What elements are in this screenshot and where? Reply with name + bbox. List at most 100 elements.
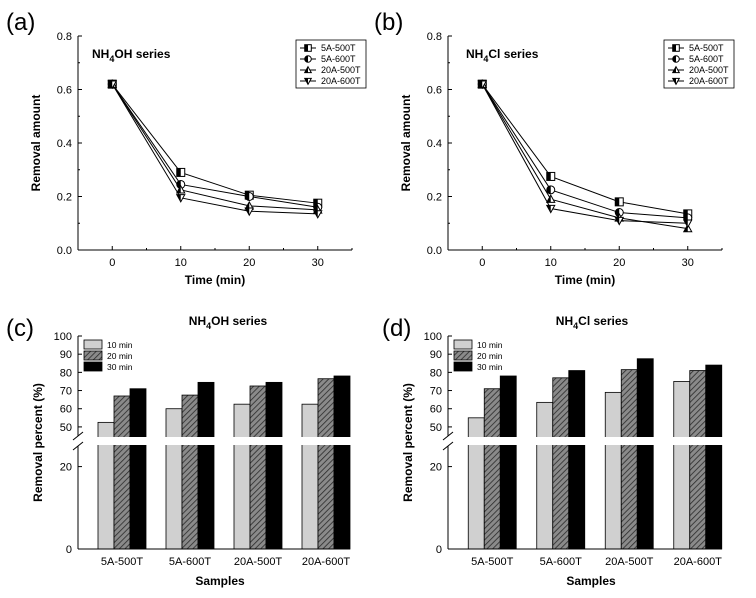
chart-a: (a) 0.0 0.2 0.4 0.6 0.8 0 10 20 30 Time (min) Remov… xyxy=(6,9,367,287)
legend-swatch xyxy=(83,350,103,361)
data-point-20A-500T-fill xyxy=(245,201,250,210)
legend-marker xyxy=(303,65,313,74)
bar-20 min xyxy=(689,370,707,550)
y-tick-label: 0.6 xyxy=(427,85,442,97)
legend-swatch xyxy=(83,361,103,372)
legend-swatch xyxy=(453,361,473,372)
x-tick-label: 5A-500T xyxy=(101,556,143,568)
bar-10 min xyxy=(673,381,691,550)
legend-label: 10 min xyxy=(107,340,133,350)
legend-label: 5A-500T xyxy=(321,43,356,53)
series-line-5A-500T xyxy=(481,83,688,215)
y-tick-label: 0.8 xyxy=(57,31,72,43)
data-point-20A-600T xyxy=(614,216,625,226)
y-axis-title: Removal percent (%) xyxy=(401,383,415,502)
bar-10 min xyxy=(165,408,183,550)
y-tick-label: 0 xyxy=(66,544,72,556)
data-point-20A-600T-fill xyxy=(683,220,688,228)
data-point-20A-600T xyxy=(175,194,186,203)
y-tick-label: 0.2 xyxy=(57,192,72,204)
legend-label: 20 min xyxy=(477,351,503,361)
bar-20 min xyxy=(552,377,570,550)
x-tick-label: 20A-500T xyxy=(605,556,654,568)
data-point-20A-500T-fill xyxy=(176,185,181,194)
legend-swatch xyxy=(83,339,103,350)
legend-label: 5A-500T xyxy=(689,43,724,53)
bar-30 min xyxy=(705,364,723,550)
chart-b: (b) 0.0 0.2 0.4 0.6 0.8 0 10 20 30 Time (min) Remov… xyxy=(374,9,735,287)
y-tick-label: 100 xyxy=(54,331,72,343)
data-point-20A-600T xyxy=(312,210,323,219)
legend-marker xyxy=(304,44,312,52)
x-axis-title: Time (min) xyxy=(555,273,615,287)
data-point-5A-500T xyxy=(546,171,556,181)
y-tick-label: 20 xyxy=(430,462,442,474)
data-point-5A-500T-fill xyxy=(615,197,620,206)
bar-30 min xyxy=(197,381,215,550)
x-tick-label: 20A-600T xyxy=(302,556,351,568)
legend-marker xyxy=(671,77,681,86)
data-point-5A-600T-fill xyxy=(546,185,551,194)
x-tick-label: 0 xyxy=(479,257,485,269)
data-point-20A-600T-fill xyxy=(313,210,318,218)
legend-label: 20A-500T xyxy=(689,65,729,75)
legend-label: 10 min xyxy=(477,340,503,350)
legend-label: 30 min xyxy=(477,362,503,372)
x-tick-label: 0 xyxy=(109,257,115,269)
axis-break-mark xyxy=(442,431,454,441)
chart-title: NH4Cl series xyxy=(466,47,539,64)
chart-title-rest: Cl series xyxy=(488,47,538,61)
chart-title: NH4OH series xyxy=(189,314,268,331)
y-tick-label: 60 xyxy=(430,404,442,416)
y-tick-label: 0.0 xyxy=(427,245,442,257)
data-point-5A-500T-fill xyxy=(176,168,181,177)
series-line-5A-600T xyxy=(111,83,318,208)
legend-marker xyxy=(304,55,312,63)
data-point-5A-500T xyxy=(614,197,624,207)
bar-30 min xyxy=(265,381,283,550)
legend-marker-fill xyxy=(304,44,308,52)
axis-break-mark xyxy=(72,441,84,451)
chart-c: (c) NH4OH series 5A-500T 5A-600T 20A-500T 20A… xyxy=(6,314,352,588)
bar-30 min xyxy=(499,375,517,550)
data-point-20A-500T xyxy=(175,184,186,194)
y-tick-label: 100 xyxy=(424,331,442,343)
y-tick-label: 0.8 xyxy=(427,31,442,43)
data-point-20A-600T-fill xyxy=(615,217,620,225)
chart-title-sub: 4 xyxy=(206,321,211,331)
chart-title-main: NH xyxy=(466,47,483,61)
x-tick-label: 20 xyxy=(613,257,625,269)
data-point-20A-600T xyxy=(545,204,556,214)
chart-title-sub: 4 xyxy=(573,321,578,331)
data-point-5A-600T-fill xyxy=(176,180,181,189)
chart-d: (d) NH4Cl series 5A-500T 5A-600T 20A-500T 20A… xyxy=(382,314,724,588)
y-axis-title: Removal amount xyxy=(29,95,43,192)
data-point-20A-600T-fill xyxy=(478,80,483,89)
y-tick-label: 0.4 xyxy=(427,138,442,150)
data-point-20A-500T xyxy=(545,194,556,203)
x-tick-label: 10 xyxy=(545,257,557,269)
legend-marker-fill xyxy=(672,44,676,52)
legend-marker-fill xyxy=(672,66,676,73)
x-axis-title: Time (min) xyxy=(185,273,245,287)
chart-title-sub: 4 xyxy=(109,54,114,64)
data-point-5A-500T-fill xyxy=(546,172,551,181)
panel-label: (c) xyxy=(6,315,34,342)
data-point-20A-600T-fill xyxy=(108,80,113,89)
bar-20 min xyxy=(317,378,335,550)
data-point-5A-600T xyxy=(244,192,254,201)
bar-30 min xyxy=(636,358,654,550)
bar-10 min xyxy=(536,401,554,550)
axis-break-band xyxy=(68,437,352,445)
x-tick-label: 20 xyxy=(243,257,255,269)
legend-label: 5A-600T xyxy=(689,54,724,64)
chart-title-main: NH xyxy=(556,314,573,328)
axis-break-band xyxy=(438,437,724,445)
bar-20 min xyxy=(483,388,501,550)
series-line-20A-500T xyxy=(111,83,318,211)
chart-title: NH4Cl series xyxy=(556,314,629,331)
data-point-20A-600T xyxy=(477,80,488,90)
y-tick-label: 50 xyxy=(60,422,72,434)
data-point-5A-600T xyxy=(546,185,556,195)
legend-marker-fill xyxy=(304,55,308,63)
